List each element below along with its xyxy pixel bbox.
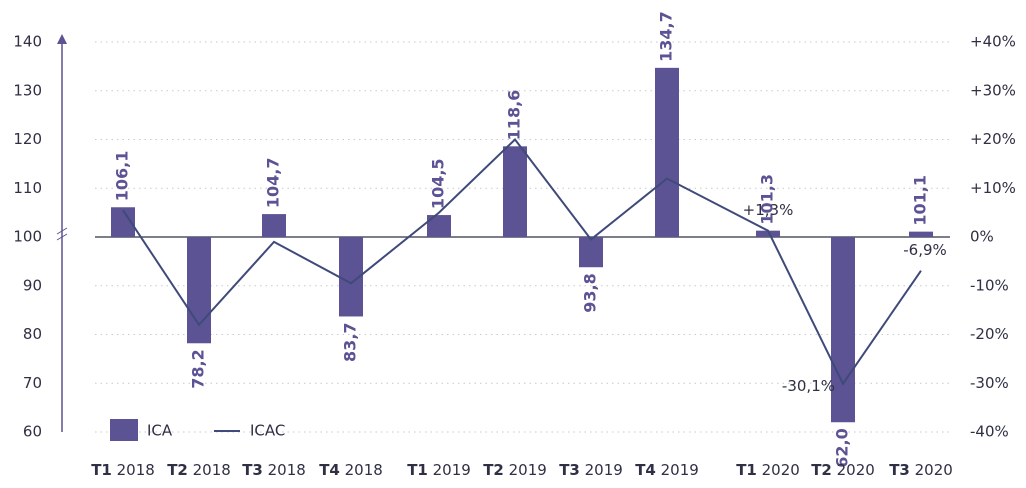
legend-label: ICAC <box>250 422 285 440</box>
x-tick-label: T2 2019 <box>483 461 547 479</box>
y2-tick-label: +30% <box>970 81 1016 99</box>
x-tick-quarter: T1 <box>736 461 757 479</box>
bar <box>503 146 527 237</box>
y-tick-label: 120 <box>13 130 42 148</box>
x-tick-label: T3 2020 <box>889 461 953 479</box>
value-label: 93,8 <box>581 273 600 312</box>
y2-tick-label: +20% <box>970 130 1016 148</box>
x-tick-quarter: T4 <box>319 461 340 479</box>
value-label: 62,0 <box>833 428 852 467</box>
y2-tick-label: -40% <box>970 423 1009 441</box>
y-tick-label: 60 <box>23 423 42 441</box>
x-tick-quarter: T2 <box>811 461 832 479</box>
x-tick-quarter: T4 <box>635 461 656 479</box>
y2-tick-label: -10% <box>970 276 1009 294</box>
line <box>122 138 922 386</box>
bar <box>579 237 603 268</box>
x-tick-quarter: T3 <box>889 461 910 479</box>
value-label: 83,7 <box>341 322 360 361</box>
y2-tick-label: -20% <box>970 325 1009 343</box>
x-tick-year: 2020 <box>832 461 875 479</box>
y2-tick-label: 0% <box>970 228 994 246</box>
y2-tick-label: -30% <box>970 374 1009 392</box>
x-tick-label: T1 2019 <box>407 461 471 479</box>
x-tick-label: T1 2018 <box>91 461 155 479</box>
value-label: 134,7 <box>657 11 676 62</box>
y-tick-label: 110 <box>13 179 42 197</box>
x-tick-quarter: T3 <box>559 461 580 479</box>
bar <box>756 230 780 237</box>
value-label: 104,7 <box>264 157 283 208</box>
x-tick-label: T4 2018 <box>319 461 383 479</box>
line-label: +1,3% <box>743 201 794 219</box>
x-tick-quarter: T3 <box>242 461 263 479</box>
x-tick-label: T1 2020 <box>736 461 800 479</box>
x-tick-year: 2020 <box>757 461 800 479</box>
x-tick-year: 2018 <box>263 461 306 479</box>
x-tick-quarter: T2 <box>483 461 504 479</box>
x-tick-label: T4 2019 <box>635 461 699 479</box>
value-label: 104,5 <box>429 158 448 209</box>
x-tick-quarter: T2 <box>167 461 188 479</box>
x-tick-year: 2019 <box>580 461 623 479</box>
y-axis-arrow <box>57 34 67 44</box>
x-tick-quarter: T1 <box>91 461 112 479</box>
value-label: 78,2 <box>189 349 208 388</box>
x-tick-label: T2 2018 <box>167 461 231 479</box>
x-tick-label: T3 2019 <box>559 461 623 479</box>
y2-tick-label: +10% <box>970 179 1016 197</box>
y-tick-label: 140 <box>13 33 42 51</box>
x-tick-year: 2019 <box>656 461 699 479</box>
legend-swatch <box>110 419 138 441</box>
value-label: 101,3 <box>758 174 777 225</box>
x-tick-label: T2 2020 <box>811 461 875 479</box>
x-tick-year: 2019 <box>504 461 547 479</box>
x-tick-year: 2018 <box>188 461 231 479</box>
y-tick-label: 80 <box>23 325 42 343</box>
bar <box>909 231 933 237</box>
bar <box>427 215 451 237</box>
x-tick-label: T3 2018 <box>242 461 306 479</box>
legend-label: ICA <box>147 422 173 440</box>
y-tick-label: 90 <box>23 276 42 294</box>
value-label: 118,6 <box>505 90 524 141</box>
bar <box>655 67 679 238</box>
bar <box>262 214 286 237</box>
x-tick-year: 2018 <box>112 461 155 479</box>
axis-break <box>56 227 68 241</box>
x-tick-year: 2020 <box>910 461 953 479</box>
value-label: 106,1 <box>113 151 132 202</box>
x-tick-quarter: T1 <box>407 461 428 479</box>
y2-tick-label: +40% <box>970 33 1016 51</box>
bar <box>187 237 211 344</box>
y-tick-label: 100 <box>13 228 42 246</box>
bar <box>831 237 855 423</box>
x-tick-year: 2019 <box>428 461 471 479</box>
value-label: 101,1 <box>911 175 930 226</box>
line-label: -30,1% <box>782 377 835 395</box>
y-tick-label: 70 <box>23 374 42 392</box>
x-tick-year: 2018 <box>340 461 383 479</box>
line-label: -6,9% <box>903 241 947 259</box>
y-tick-label: 130 <box>13 81 42 99</box>
